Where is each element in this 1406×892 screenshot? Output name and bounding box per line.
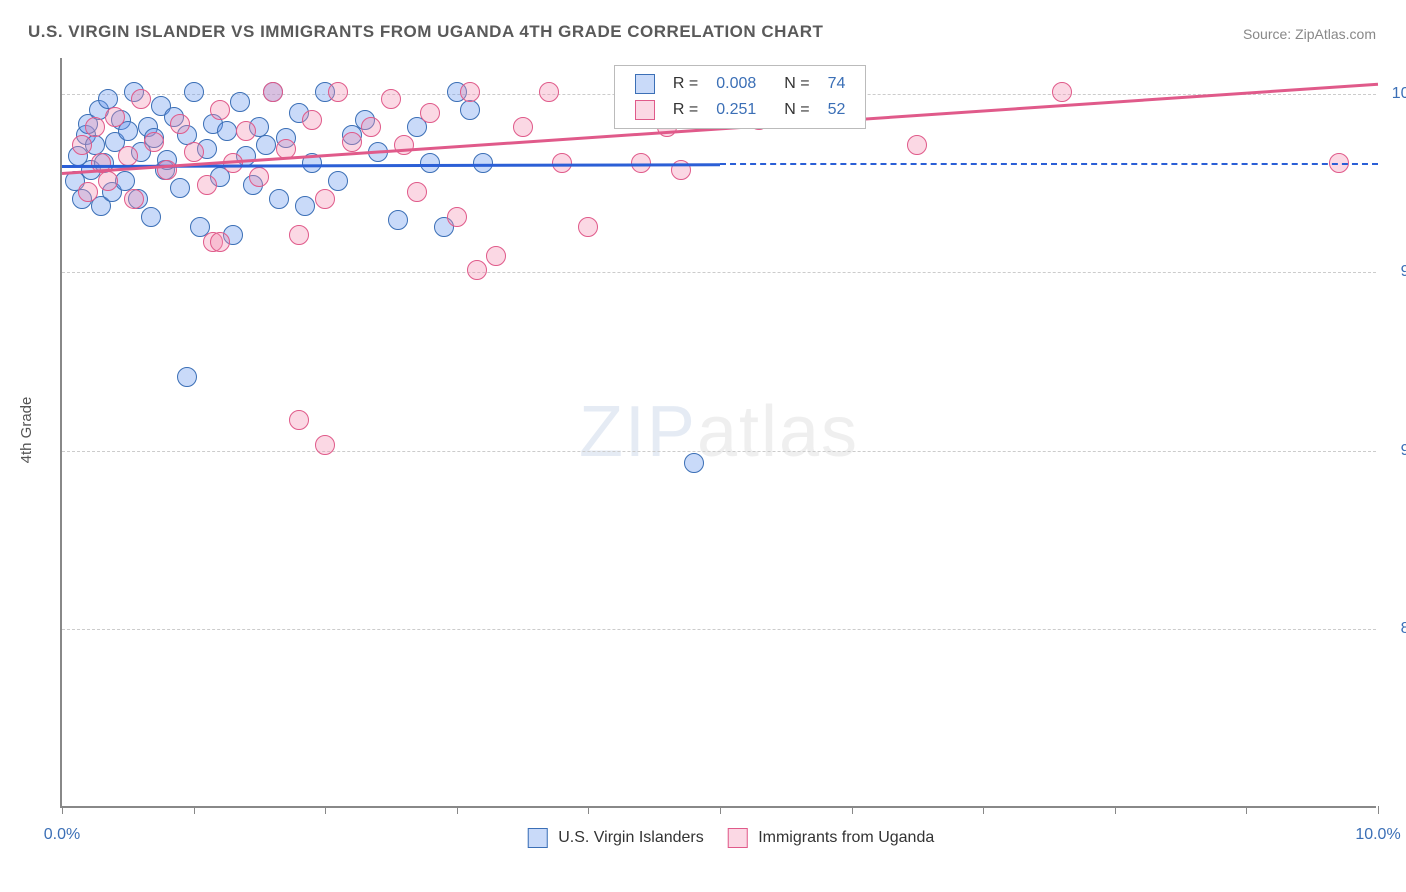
point-virgin-islanders <box>170 178 190 198</box>
x-tick-mark <box>588 806 589 814</box>
point-uganda <box>124 189 144 209</box>
legend-swatch <box>635 74 655 94</box>
x-tick-mark <box>852 806 853 814</box>
point-uganda <box>381 89 401 109</box>
point-uganda <box>72 135 92 155</box>
point-uganda <box>302 110 322 130</box>
point-virgin-islanders <box>684 453 704 473</box>
point-virgin-islanders <box>184 82 204 102</box>
plot-area: ZIPatlas 85.0%90.0%95.0%100.0%0.0%10.0%R… <box>60 58 1376 808</box>
x-tick-mark <box>194 806 195 814</box>
x-tick-mark <box>1246 806 1247 814</box>
point-uganda <box>85 117 105 137</box>
point-virgin-islanders <box>141 207 161 227</box>
legend-N-value: 52 <box>820 98 854 122</box>
legend-swatch <box>528 828 548 848</box>
x-tick-label: 0.0% <box>44 826 80 844</box>
y-tick-label: 95.0% <box>1401 263 1406 281</box>
x-tick-mark <box>983 806 984 814</box>
point-uganda <box>249 167 269 187</box>
point-uganda <box>328 82 348 102</box>
point-uganda <box>210 232 230 252</box>
legend-N-value: 74 <box>820 72 854 96</box>
x-tick-mark <box>720 806 721 814</box>
legend-swatch <box>635 100 655 120</box>
point-uganda <box>236 121 256 141</box>
point-uganda <box>98 171 118 191</box>
point-uganda <box>467 260 487 280</box>
point-uganda <box>342 132 362 152</box>
point-uganda <box>157 160 177 180</box>
point-uganda <box>78 182 98 202</box>
point-uganda <box>118 146 138 166</box>
point-uganda <box>420 103 440 123</box>
point-virgin-islanders <box>256 135 276 155</box>
legend-R-label: R = <box>665 72 706 96</box>
gridline-h <box>62 451 1376 452</box>
legend-R-value: 0.251 <box>708 98 764 122</box>
chart-source: Source: ZipAtlas.com <box>1243 26 1376 42</box>
gridline-h <box>62 629 1376 630</box>
x-tick-mark <box>62 806 63 814</box>
point-virgin-islanders <box>269 189 289 209</box>
point-uganda <box>361 117 381 137</box>
point-virgin-islanders <box>295 196 315 216</box>
x-tick-mark <box>457 806 458 814</box>
legend-N-label: N = <box>766 72 817 96</box>
legend-R-value: 0.008 <box>708 72 764 96</box>
gridline-h <box>62 272 1376 273</box>
point-uganda <box>513 117 533 137</box>
legend-N-label: N = <box>766 98 817 122</box>
point-virgin-islanders <box>217 121 237 141</box>
point-uganda <box>447 207 467 227</box>
point-uganda <box>539 82 559 102</box>
legend-label: U.S. Virgin Islanders <box>554 829 704 846</box>
point-uganda <box>460 82 480 102</box>
point-virgin-islanders <box>230 92 250 112</box>
legend-series: U.S. Virgin Islanders Immigrants from Ug… <box>504 828 935 848</box>
point-uganda <box>486 246 506 266</box>
point-uganda <box>170 114 190 134</box>
point-uganda <box>289 410 309 430</box>
point-uganda <box>144 132 164 152</box>
point-uganda <box>1052 82 1072 102</box>
point-uganda <box>210 100 230 120</box>
point-virgin-islanders <box>328 171 348 191</box>
legend-R-label: R = <box>665 98 706 122</box>
point-uganda <box>263 82 283 102</box>
point-uganda <box>131 89 151 109</box>
point-uganda <box>578 217 598 237</box>
x-tick-label: 10.0% <box>1355 826 1400 844</box>
point-uganda <box>907 135 927 155</box>
x-tick-mark <box>1378 806 1379 814</box>
x-tick-mark <box>1115 806 1116 814</box>
y-tick-label: 90.0% <box>1401 442 1406 460</box>
point-virgin-islanders <box>460 100 480 120</box>
legend-label: Immigrants from Uganda <box>754 829 935 846</box>
point-virgin-islanders <box>388 210 408 230</box>
point-uganda <box>184 142 204 162</box>
watermark: ZIPatlas <box>579 391 859 473</box>
x-tick-mark <box>325 806 326 814</box>
point-uganda <box>315 435 335 455</box>
y-axis-label: 4th Grade <box>18 397 35 464</box>
point-uganda <box>315 189 335 209</box>
point-uganda <box>105 107 125 127</box>
y-tick-label: 85.0% <box>1401 620 1406 638</box>
trendline-virgin-islanders-dash <box>720 163 1378 165</box>
point-virgin-islanders <box>177 367 197 387</box>
chart-title: U.S. VIRGIN ISLANDER VS IMMIGRANTS FROM … <box>28 22 823 42</box>
point-uganda <box>197 175 217 195</box>
point-uganda <box>407 182 427 202</box>
point-uganda <box>394 135 414 155</box>
point-uganda <box>289 225 309 245</box>
legend-correlation: R =0.008N =74 R =0.251N =52 <box>614 65 867 129</box>
y-tick-label: 100.0% <box>1392 85 1406 103</box>
legend-swatch <box>728 828 748 848</box>
